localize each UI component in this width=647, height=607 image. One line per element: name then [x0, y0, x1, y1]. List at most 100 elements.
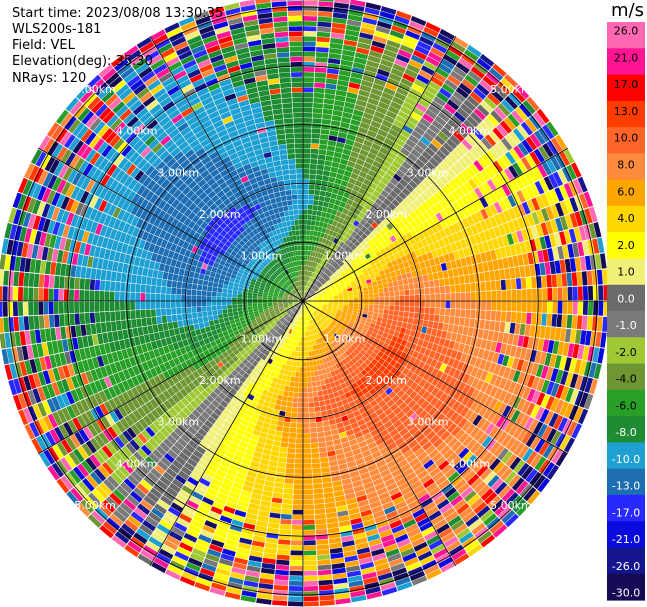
- velocity-gate: [325, 83, 337, 90]
- velocity-gate: [432, 272, 439, 280]
- velocity-gate: [387, 282, 394, 288]
- velocity-gate: [307, 209, 313, 215]
- velocity-gate: [303, 107, 313, 113]
- velocity-gate: [332, 188, 339, 195]
- velocity-gate: [286, 375, 291, 382]
- velocity-gate: [479, 231, 487, 243]
- velocity-gate: [334, 199, 341, 206]
- velocity-gate: [330, 267, 335, 273]
- velocity-gate: [292, 397, 298, 403]
- velocity-gate: [323, 274, 328, 280]
- velocity-gate: [350, 244, 357, 251]
- velocity-gate: [356, 175, 365, 183]
- velocity-gate: [459, 123, 472, 135]
- velocity-gate: [325, 228, 330, 235]
- velocity-gate: [385, 82, 398, 92]
- velocity-gate: [330, 32, 345, 40]
- velocity-gate: [272, 595, 288, 601]
- velocity-gate: [374, 111, 386, 120]
- velocity-gate: [268, 517, 281, 524]
- velocity-gate: [303, 596, 319, 602]
- velocity-gate: [296, 433, 303, 439]
- velocity-gate: [318, 447, 327, 453]
- velocity-gate: [581, 315, 588, 330]
- velocity-gate: [303, 250, 306, 256]
- velocity-gate: [445, 308, 451, 316]
- velocity-gate: [492, 127, 505, 140]
- velocity-gate: [405, 30, 421, 40]
- velocity-gate: [341, 243, 348, 250]
- velocity-gate: [362, 284, 368, 289]
- velocity-gate: [489, 320, 496, 331]
- velocity-gate: [303, 586, 319, 592]
- velocity-gate: [483, 229, 492, 241]
- velocity-gate: [425, 22, 441, 33]
- velocity-gate: [332, 220, 338, 227]
- velocity-gate: [459, 317, 465, 326]
- velocity-gate: [431, 265, 438, 273]
- velocity-gate: [597, 316, 603, 332]
- velocity-gate: [460, 239, 468, 249]
- velocity-gate: [360, 256, 367, 262]
- velocity-gate: [272, 600, 288, 606]
- velocity-gate: [489, 204, 498, 216]
- velocity-gate: [338, 269, 344, 274]
- velocity-gate: [316, 385, 322, 392]
- velocity-gate: [408, 283, 415, 290]
- velocity-gate: [332, 231, 338, 238]
- velocity-gate: [512, 255, 519, 267]
- velocity-gate: [412, 107, 425, 117]
- velocity-gate: [366, 102, 378, 111]
- velocity-gate: [465, 135, 477, 147]
- velocity-gate: [564, 198, 574, 214]
- velocity-gate: [420, 192, 430, 202]
- velocity-gate: [479, 319, 485, 330]
- velocity-gate: [343, 39, 358, 47]
- velocity-gate: [267, 527, 279, 534]
- velocity-gate: [303, 299, 308, 301]
- velocity-gate: [311, 448, 319, 454]
- velocity-gate: [382, 226, 390, 234]
- velocity-gate: [318, 285, 324, 289]
- velocity-gate: [566, 314, 573, 329]
- velocity-gate: [313, 286, 318, 291]
- velocity-gate: [407, 116, 419, 126]
- velocity-gate: [303, 463, 312, 469]
- velocity-gate: [348, 156, 358, 163]
- velocity-gate: [312, 391, 319, 397]
- velocity-gate: [417, 255, 424, 263]
- velocity-gate: [596, 269, 603, 285]
- velocity-gate: [368, 307, 374, 312]
- velocity-gate: [416, 121, 428, 132]
- velocity-gate: [310, 371, 315, 377]
- velocity-gate: [340, 212, 347, 220]
- velocity-gate: [348, 82, 361, 90]
- velocity-gate: [404, 240, 412, 248]
- velocity-gate: [488, 228, 497, 239]
- velocity-gate: [509, 267, 516, 279]
- velocity-gate: [350, 231, 358, 238]
- velocity-gate: [273, 487, 284, 494]
- velocity-gate: [348, 256, 354, 263]
- velocity-gate: [276, 559, 290, 566]
- velocity-gate: [409, 202, 418, 211]
- velocity-gate: [510, 311, 517, 323]
- velocity-gate: [306, 235, 310, 241]
- velocity-gate: [512, 88, 526, 103]
- velocity-gate: [303, 489, 314, 495]
- velocity-gate: [346, 92, 358, 99]
- velocity-gate: [337, 276, 343, 281]
- velocity-gate: [303, 225, 307, 230]
- velocity-gate: [361, 280, 367, 285]
- velocity-gate: [411, 324, 418, 331]
- velocity-gate: [525, 154, 537, 168]
- velocity-gate: [303, 82, 314, 88]
- velocity-gate: [398, 311, 404, 317]
- velocity-gate: [449, 277, 455, 286]
- velocity-gate: [323, 244, 328, 250]
- velocity-gate: [503, 210, 512, 222]
- velocity-gate: [516, 230, 524, 243]
- velocity-gate: [433, 257, 441, 265]
- velocity-gate: [379, 296, 385, 301]
- velocity-gate: [318, 221, 324, 228]
